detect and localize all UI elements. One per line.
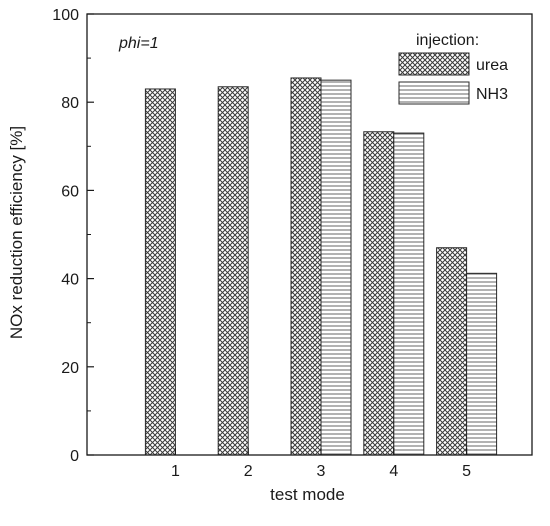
bar-nh3-mode-4 — [393, 132, 425, 456]
legend-swatch-urea — [398, 52, 470, 76]
bar-urea-mode-3 — [290, 77, 322, 456]
bar-urea-mode-2 — [217, 86, 249, 456]
y-axis-ticks: 0 20 40 60 80 100 — [52, 7, 94, 465]
x-tick-label: 1 — [171, 463, 180, 480]
bar-urea-mode-5 — [436, 247, 468, 456]
x-axis-ticks: 1 2 3 4 5 — [171, 448, 471, 480]
y-tick-label: 20 — [61, 360, 79, 377]
y-tick-label: 80 — [61, 95, 79, 112]
x-tick-label: 4 — [389, 463, 398, 480]
legend-items: urea NH3 — [398, 52, 508, 105]
x-tick-label: 5 — [462, 463, 471, 480]
legend: injection: urea NH3 — [398, 32, 508, 105]
bar-urea-mode-4 — [363, 131, 395, 456]
bar-nh3-mode-3 — [320, 79, 352, 456]
legend-label-nh3: NH3 — [476, 86, 508, 103]
x-tick-label: 3 — [317, 463, 326, 480]
phi-annotation: phi=1 — [118, 35, 159, 52]
y-tick-label: 40 — [61, 272, 79, 289]
y-tick-label: 100 — [52, 7, 79, 24]
x-tick-label: 2 — [244, 463, 253, 480]
x-axis-label: test mode — [270, 485, 345, 504]
legend-label-urea: urea — [476, 57, 508, 74]
y-tick-label: 0 — [70, 448, 79, 465]
bar-nh3-mode-5 — [466, 272, 498, 456]
legend-title: injection: — [416, 32, 479, 49]
y-axis-label: NOx reduction efficiency [%] — [7, 126, 26, 339]
bars-layer — [144, 77, 498, 456]
y-tick-label: 60 — [61, 183, 79, 200]
legend-swatch-nh3 — [398, 81, 470, 105]
bar-urea-mode-1 — [144, 88, 176, 456]
